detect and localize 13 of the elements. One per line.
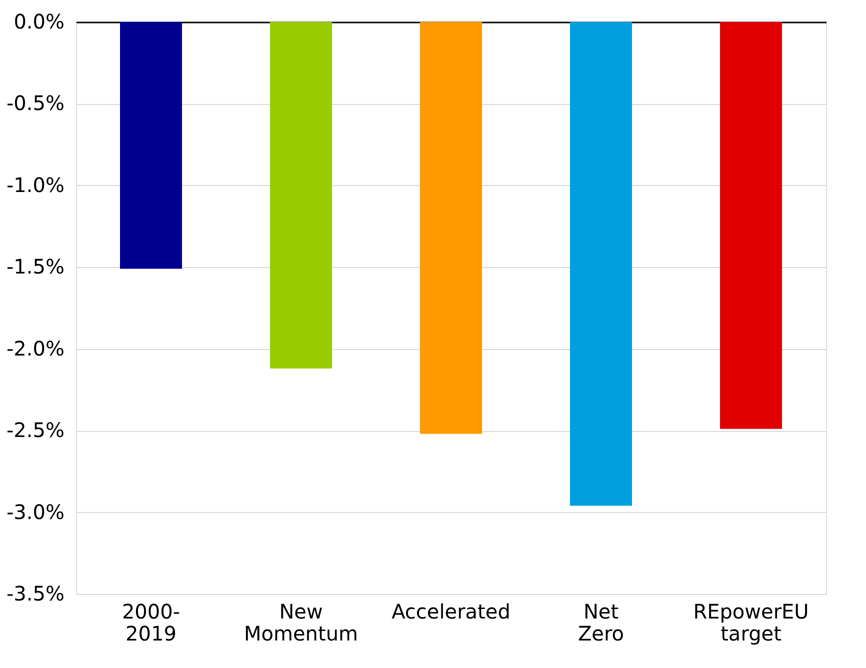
y-tick-label: -2.0% bbox=[6, 336, 64, 360]
x-tick-label: Accelerated bbox=[392, 600, 510, 624]
y-tick-label: 0.0% bbox=[14, 10, 64, 34]
x-tick-label: New Momentum bbox=[244, 600, 358, 646]
x-tick-label: 2000-2019 bbox=[122, 600, 180, 646]
y-tick-label: -3.5% bbox=[6, 582, 64, 606]
y-tick-label: -0.5% bbox=[6, 91, 64, 116]
y-tick-label: -1.5% bbox=[6, 254, 64, 279]
x-tick-label: Net Zero bbox=[578, 600, 624, 646]
y-tick-label: -1.0% bbox=[6, 172, 64, 197]
y-tick-label: -2.5% bbox=[6, 418, 64, 442]
y-tick-label: -3.0% bbox=[6, 500, 64, 524]
x-tick-label: REpowerEU target bbox=[693, 600, 809, 646]
